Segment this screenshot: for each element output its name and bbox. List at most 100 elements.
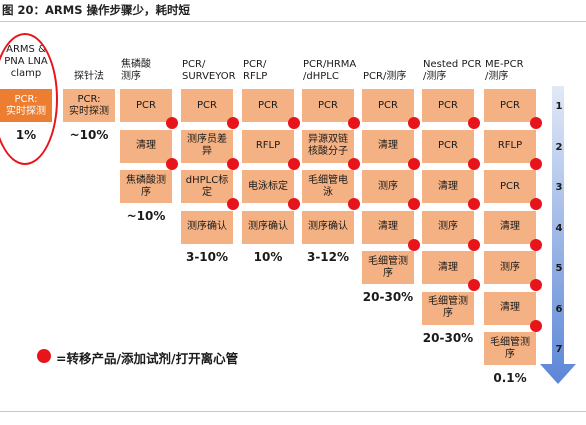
step-box-me-3: PCR <box>484 170 536 203</box>
step-box-hrma-1: PCR <box>302 89 354 122</box>
transfer-dot <box>468 279 480 291</box>
step-box-surveyor-4: 测序确认 <box>181 210 233 244</box>
column-heading-line: ME-PCR <box>485 59 524 70</box>
column-heading-line: 测序 <box>121 71 141 82</box>
column-heading-line: SURVEYOR <box>182 71 236 82</box>
step-box-nested-3: 清理 <box>422 170 474 203</box>
step-box-pyro-2: 清理 <box>120 129 172 163</box>
step-box-rflp-4: 测序确认 <box>242 210 294 244</box>
column-heading-line: PCR/HRMA <box>303 59 357 70</box>
sensitivity-nested: 20-30% <box>422 330 474 345</box>
column-heading-line: /dHPLC <box>303 71 339 82</box>
step-box-nested-1: PCR <box>422 89 474 122</box>
step-box-surveyor-2: 测序员差 异 <box>181 129 233 163</box>
step-box-seq-3: 测序 <box>362 170 414 203</box>
step-box-nested-4: 测序 <box>422 210 474 244</box>
column-heading-line: PCR/ <box>243 59 267 70</box>
column-heading-surveyor: PCR/SURVEYOR <box>182 59 236 83</box>
step-number-1: 1 <box>555 101 563 112</box>
legend-text: =转移产品/添加试剂/打开离心管 <box>56 351 239 366</box>
step-box-me-4: 清理 <box>484 210 536 244</box>
transfer-dot <box>468 198 480 210</box>
column-heading-line: RFLP <box>243 71 268 82</box>
transfer-dot <box>530 198 542 210</box>
step-number-6: 6 <box>555 303 563 315</box>
step-box-hrma-4: 测序确认 <box>302 210 354 244</box>
step-box-nested-2: PCR <box>422 129 474 163</box>
top-rule <box>0 21 586 22</box>
step-box-me-5: 测序 <box>484 251 536 284</box>
step-box-pyro-3: 焦磷酸测 序 <box>120 170 172 203</box>
step-box-surveyor-1: PCR <box>181 89 233 122</box>
transfer-dot <box>227 117 239 129</box>
sensitivity-me: 0.1% <box>493 371 527 385</box>
step-box-nested-5: 清理 <box>422 251 474 284</box>
sensitivity-probe: ~10% <box>69 128 109 142</box>
column-heading-line: /测序 <box>423 71 447 82</box>
transfer-dot <box>227 157 239 170</box>
transfer-dot <box>530 319 542 332</box>
sensitivity-hrma: 3-12% <box>306 249 350 264</box>
transfer-dot <box>408 157 420 170</box>
transfer-dot <box>530 238 542 251</box>
step-number-2: 2 <box>555 141 563 153</box>
column-heading-seq: PCR/测序 <box>363 71 406 83</box>
transfer-dot <box>348 117 360 129</box>
step-box-me-1: PCR <box>484 89 536 122</box>
transfer-dot <box>166 117 178 129</box>
transfer-dot <box>530 117 542 129</box>
column-heading-line: Nested PCR <box>423 59 482 70</box>
column-heading-probe: 探针法 <box>63 71 115 83</box>
step-number-7: 7 <box>555 344 563 355</box>
column-heading-nested: Nested PCR/测序 <box>423 59 481 83</box>
transfer-dot <box>288 157 300 170</box>
transfer-dot <box>348 157 360 170</box>
column-heading-hrma: PCR/HRMA/dHPLC <box>303 59 356 83</box>
column-heading-line: /测序 <box>485 71 509 82</box>
sensitivity-seq: 20-30% <box>362 290 414 304</box>
column-heading-rflp: PCR/RFLP <box>243 59 267 83</box>
column-heading-pyro: 焦磷酸 测序 <box>121 59 151 83</box>
column-heading-line: PCR/测序 <box>363 71 407 82</box>
step-box-me-6: 清理 <box>484 291 536 325</box>
step-box-hrma-3: 毛细管电 泳 <box>302 170 354 203</box>
step-box-seq-5: 毛细管测 序 <box>362 251 414 284</box>
transfer-dot <box>530 279 542 291</box>
step-box-rflp-3: 电泳标定 <box>242 170 294 203</box>
column-heading-line: PCR/ <box>182 59 206 70</box>
transfer-dot <box>468 157 480 170</box>
step-number-5: 5 <box>555 263 563 274</box>
step-box-seq-4: 清理 <box>362 210 414 244</box>
transfer-dot <box>408 238 420 251</box>
sensitivity-surveyor: 3-10% <box>185 249 229 264</box>
figure-title: 图 20：ARMS 操作步骤少，耗时短 <box>2 3 190 17</box>
column-heading-line: 探针法 <box>74 71 104 82</box>
step-box-rflp-1: PCR <box>242 89 294 122</box>
transfer-dot <box>408 198 420 210</box>
transfer-dot <box>348 198 360 210</box>
step-box-rflp-2: RFLP <box>242 129 294 163</box>
transfer-dot <box>288 198 300 210</box>
step-arrow <box>540 86 576 384</box>
arms-highlight-ring <box>0 33 58 165</box>
bottom-rule <box>0 411 586 412</box>
legend-dot <box>37 349 51 363</box>
transfer-dot <box>227 198 239 210</box>
step-box-hrma-2: 异源双链 核酸分子 <box>302 129 354 163</box>
sensitivity-rflp: 10% <box>253 249 283 264</box>
transfer-dot <box>408 117 420 129</box>
step-box-nested-6: 毛细管测 序 <box>422 291 474 325</box>
sensitivity-pyro: ~10% <box>126 209 166 223</box>
transfer-dot <box>288 117 300 129</box>
column-heading-line: 焦磷酸 <box>121 59 151 70</box>
transfer-dot <box>468 238 480 251</box>
step-box-me-2: RFLP <box>484 129 536 163</box>
step-box-seq-2: 清理 <box>362 129 414 163</box>
column-heading-me: ME-PCR/测序 <box>485 59 524 83</box>
step-number-3: 3 <box>555 182 563 193</box>
step-box-probe-1: PCR: 实时探测 <box>63 89 115 122</box>
step-box-seq-1: PCR <box>362 89 414 122</box>
transfer-dot <box>468 117 480 129</box>
step-number-4: 4 <box>555 222 563 234</box>
transfer-dot <box>166 157 178 170</box>
